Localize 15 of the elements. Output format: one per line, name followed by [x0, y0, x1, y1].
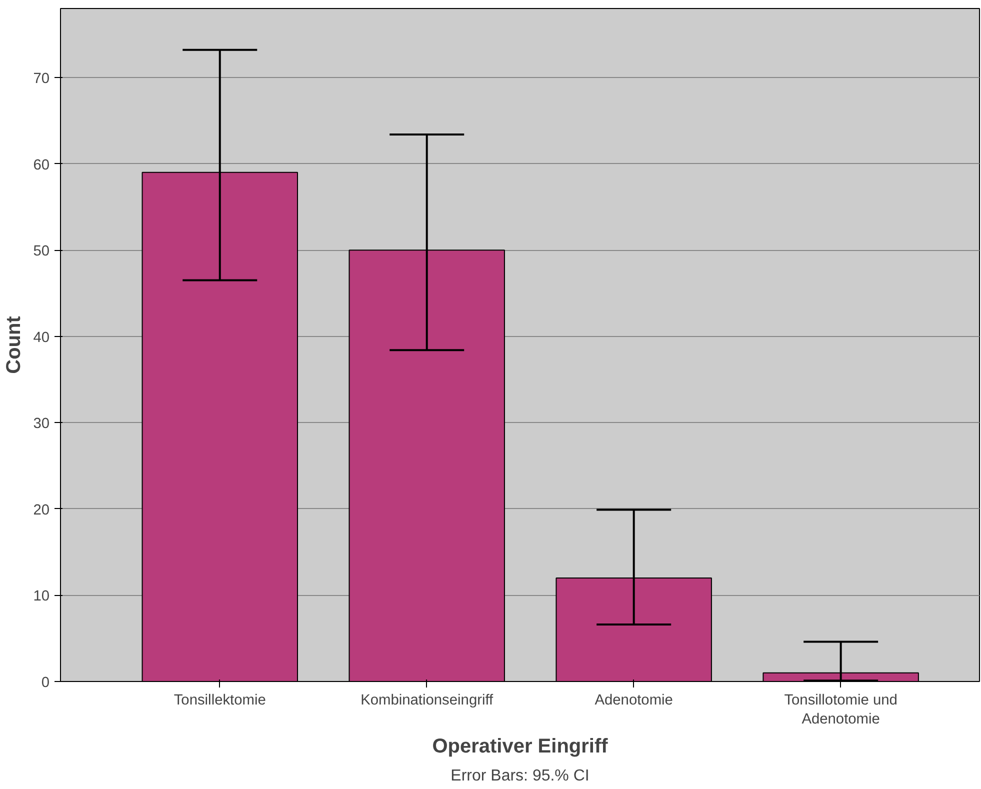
- x-tick-label: Tonsillektomie: [174, 692, 266, 708]
- x-tick-label: Tonsillotomie und Adenotomie: [784, 692, 898, 728]
- x-tick-label: Kombinationseingriff: [360, 692, 494, 708]
- y-tick-label: 0: [41, 675, 50, 691]
- y-tick-label: 10: [33, 588, 50, 605]
- y-tick-label: 20: [33, 502, 50, 518]
- y-tick-label: 50: [33, 244, 50, 260]
- y-tick-label: 30: [33, 416, 50, 432]
- y-axis-title: Count: [3, 316, 26, 374]
- y-tick-label: 70: [33, 71, 50, 88]
- y-tick-label: 60: [33, 157, 50, 174]
- y-tick-label: 40: [33, 330, 50, 346]
- text: Error Bars: 95.% CI: [450, 768, 590, 784]
- x-tick-label: Adenotomie: [594, 692, 673, 708]
- x-axis-title: Operativer Eingriff: [432, 736, 608, 758]
